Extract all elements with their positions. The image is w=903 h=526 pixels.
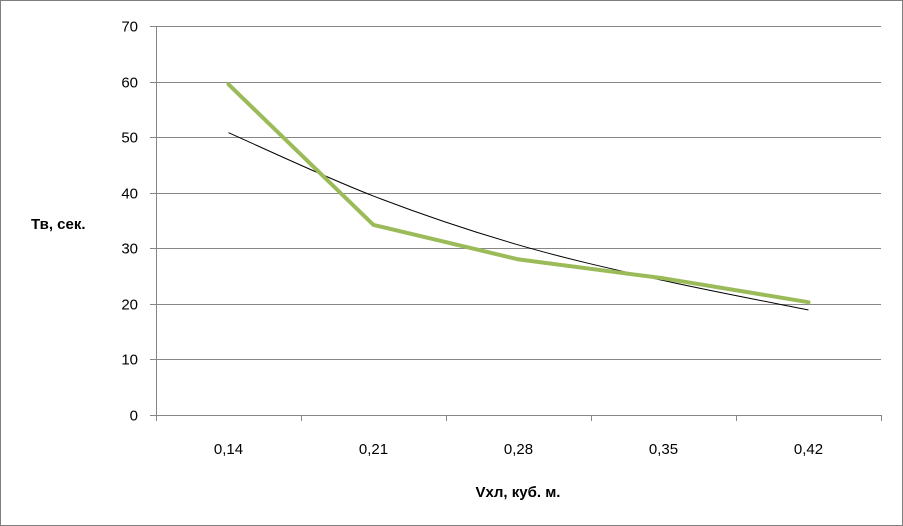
x-tick-label: 0,21 (359, 441, 388, 458)
x-tick-label: 0,28 (504, 441, 533, 458)
x-tick-label: 0,35 (649, 441, 678, 458)
y-tick-label: 70 (121, 19, 138, 36)
y-axis-title: Тв, сек. (31, 216, 86, 233)
x-tick-label: 0,42 (794, 441, 823, 458)
x-tick-labels: 0,14 0,21 0,28 0,35 0,42 (214, 441, 823, 458)
y-tick-label: 0 (130, 408, 138, 425)
y-tick-label: 40 (121, 186, 138, 203)
y-tick-label: 60 (121, 75, 138, 92)
series-line (226, 82, 811, 305)
gridlines (156, 26, 881, 360)
axes (150, 26, 882, 421)
series-lines (226, 82, 811, 305)
x-tick-label: 0,14 (214, 441, 243, 458)
x-axis-title: Vхл, куб. м. (476, 484, 561, 501)
y-tick-label: 50 (121, 130, 138, 147)
y-tick-label: 10 (121, 352, 138, 369)
trendline-path (228, 132, 809, 311)
trendline (228, 132, 809, 311)
y-tick-label: 30 (121, 241, 138, 258)
y-tick-labels: 0 10 20 30 40 50 60 70 (121, 19, 138, 425)
y-tick-label: 20 (121, 297, 138, 314)
